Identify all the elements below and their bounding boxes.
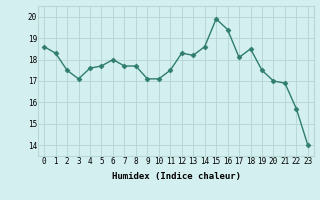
X-axis label: Humidex (Indice chaleur): Humidex (Indice chaleur) — [111, 172, 241, 181]
